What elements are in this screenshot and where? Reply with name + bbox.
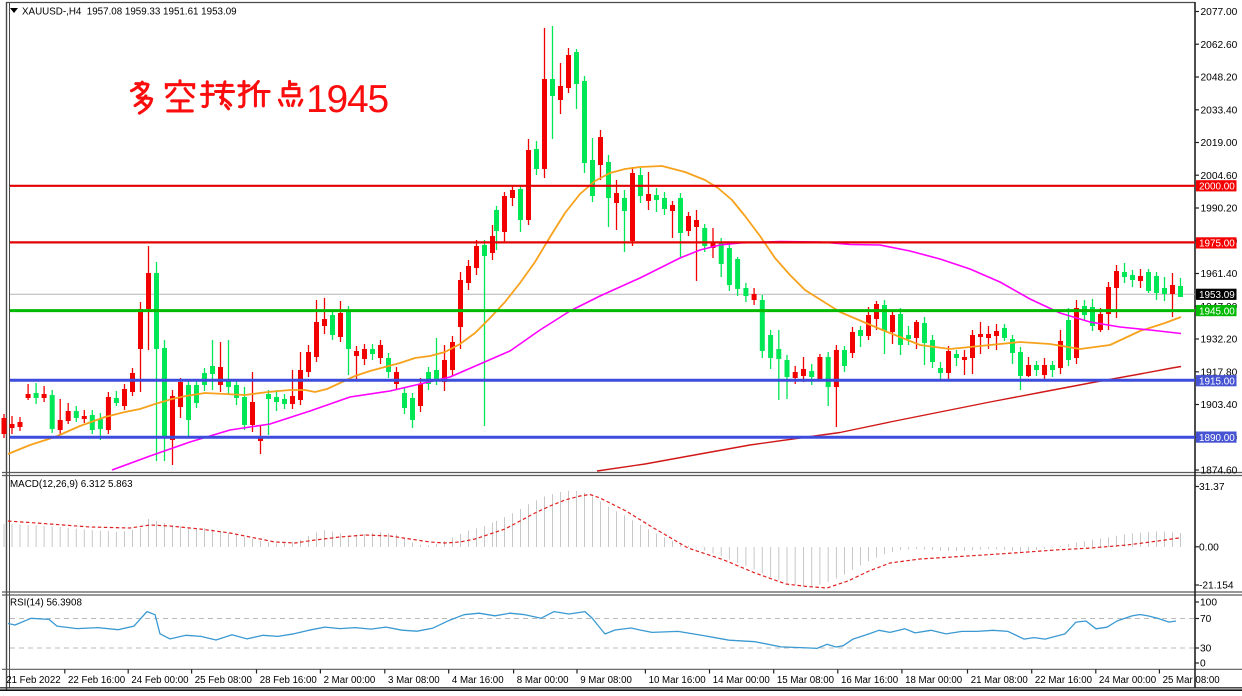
- svg-text:15 Mar 08:00: 15 Mar 08:00: [777, 675, 835, 686]
- svg-text:8 Mar 00:00: 8 Mar 00:00: [517, 675, 569, 686]
- svg-text:10 Mar 16:00: 10 Mar 16:00: [649, 675, 707, 686]
- svg-text:2 Mar 00:00: 2 Mar 00:00: [324, 675, 376, 686]
- svg-text:1890.00: 1890.00: [1199, 433, 1235, 444]
- svg-text:RSI(14) 56.3908: RSI(14) 56.3908: [10, 598, 82, 609]
- svg-text:24 Feb 00:00: 24 Feb 00:00: [131, 675, 189, 686]
- svg-text:2048.20: 2048.20: [1201, 73, 1238, 84]
- svg-text:22 Feb 16:00: 22 Feb 16:00: [68, 675, 126, 686]
- svg-text:4 Mar 16:00: 4 Mar 16:00: [452, 675, 504, 686]
- svg-text:3 Mar 08:00: 3 Mar 08:00: [388, 675, 440, 686]
- svg-text:1953.09: 1953.09: [1199, 290, 1235, 301]
- svg-text:-21.154: -21.154: [1199, 581, 1234, 592]
- svg-text:31.37: 31.37: [1199, 482, 1225, 493]
- svg-text:21 Mar 08:00: 21 Mar 08:00: [971, 675, 1029, 686]
- svg-text:1917.80: 1917.80: [1201, 367, 1238, 378]
- svg-text:25 Feb 08:00: 25 Feb 08:00: [195, 675, 253, 686]
- svg-text:1975.00: 1975.00: [1199, 239, 1235, 250]
- svg-text:22 Mar 16:00: 22 Mar 16:00: [1035, 675, 1093, 686]
- svg-text:1903.40: 1903.40: [1201, 400, 1238, 411]
- svg-text:2000.00: 2000.00: [1199, 182, 1235, 193]
- svg-text:70: 70: [1200, 614, 1212, 625]
- svg-text:2077.00: 2077.00: [1201, 7, 1238, 18]
- svg-text:16 Mar 16:00: 16 Mar 16:00: [841, 675, 899, 686]
- svg-text:100: 100: [1200, 598, 1217, 609]
- svg-text:0.00: 0.00: [1199, 543, 1219, 554]
- svg-text:1961.40: 1961.40: [1201, 269, 1238, 280]
- svg-text:1915.00: 1915.00: [1199, 376, 1235, 387]
- svg-text:1874.60: 1874.60: [1201, 466, 1238, 477]
- svg-text:14 Mar 00:00: 14 Mar 00:00: [713, 675, 771, 686]
- svg-text:18 Mar 00:00: 18 Mar 00:00: [905, 675, 963, 686]
- svg-text:2062.60: 2062.60: [1201, 40, 1238, 51]
- svg-text:21 Feb 2022: 21 Feb 2022: [6, 675, 60, 686]
- svg-text:0: 0: [1200, 659, 1206, 670]
- svg-text:24 Mar 00:00: 24 Mar 00:00: [1099, 675, 1157, 686]
- svg-text:1945.00: 1945.00: [1199, 306, 1235, 317]
- svg-text:XAUUSD-,H4 1957.08 1959.33 19: XAUUSD-,H4 1957.08 1959.33 1951.61 1953.…: [22, 7, 237, 18]
- svg-text:1932.20: 1932.20: [1201, 335, 1238, 346]
- svg-text:30: 30: [1200, 644, 1212, 655]
- svg-text:9 Mar 08:00: 9 Mar 08:00: [580, 675, 632, 686]
- svg-text:28 Feb 16:00: 28 Feb 16:00: [260, 675, 318, 686]
- svg-text:1945: 1945: [306, 78, 388, 121]
- svg-text:2033.40: 2033.40: [1201, 106, 1238, 117]
- svg-text:1990.20: 1990.20: [1201, 204, 1238, 215]
- svg-text:MACD(12,26,9) 6.312 5.863: MACD(12,26,9) 6.312 5.863: [10, 479, 133, 490]
- svg-text:2019.00: 2019.00: [1201, 138, 1238, 149]
- svg-text:25 Mar 08:00: 25 Mar 08:00: [1163, 675, 1221, 686]
- svg-text:2004.60: 2004.60: [1201, 171, 1238, 182]
